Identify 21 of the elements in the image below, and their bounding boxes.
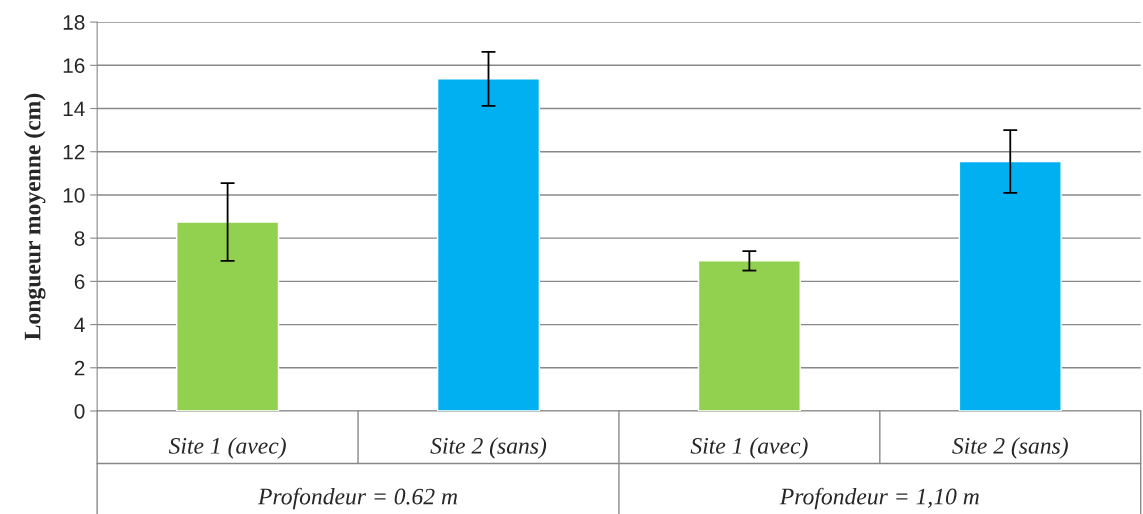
y-tick-label: 6 <box>74 274 85 290</box>
y-axis-title: Longueur moyenne (cm) <box>23 93 46 340</box>
text: Profondeur = 0.62 m <box>257 487 458 510</box>
bar <box>958 160 1062 411</box>
y-tick-label: 8 <box>74 231 85 246</box>
bar <box>697 260 801 411</box>
bar <box>436 78 541 411</box>
y-tick-label: 18 <box>63 15 85 30</box>
bar <box>176 221 280 411</box>
y-tick-label: 14 <box>63 101 85 117</box>
y-tick-label: 10 <box>63 187 85 203</box>
x-tick-label: Site 2 (sans) <box>430 437 547 459</box>
y-tick-label: 16 <box>63 58 85 74</box>
x-tick-label: Site 1 (avec) <box>690 437 808 459</box>
y-tick-label: 0 <box>74 404 85 419</box>
y-tick-label: 12 <box>63 144 85 160</box>
text: Profondeur = 1,10 m <box>779 487 979 510</box>
x-tick-label: Site 2 (sans) <box>952 437 1068 459</box>
y-tick-label: 2 <box>74 360 85 376</box>
x-tick-label: Site 1 (avec) <box>168 437 286 459</box>
y-tick-label: 4 <box>74 317 85 333</box>
